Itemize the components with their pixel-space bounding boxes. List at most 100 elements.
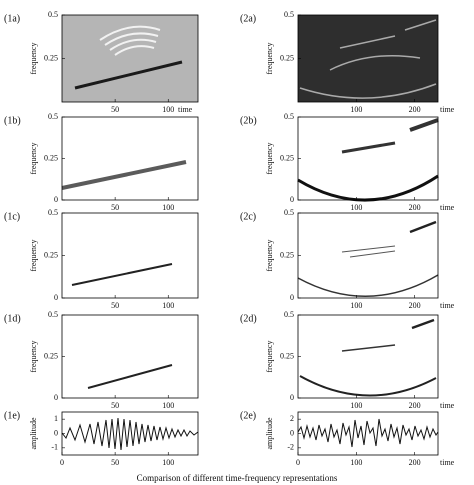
x-tick-label: 50	[111, 401, 119, 410]
x-axis-label: time	[440, 458, 455, 467]
chirp	[74, 60, 183, 90]
y-tick-label: 0.5	[284, 208, 294, 217]
y-tick-label: 0.5	[284, 112, 294, 121]
chirp	[61, 160, 187, 190]
y-tick-label: 0.5	[284, 310, 294, 319]
y-tick-label: 0.5	[48, 310, 58, 319]
y-tick-label: 0	[54, 195, 58, 204]
x-tick-label: 100	[350, 458, 362, 467]
x-tick-label: 200	[409, 401, 421, 410]
x-tick-label: 100	[350, 301, 362, 310]
y-axis-label: frequency	[29, 341, 38, 373]
y-axis-label: amplitude	[29, 417, 38, 449]
x-tick-label: 100	[350, 203, 362, 212]
waveform	[61, 417, 199, 451]
panel-label: (1e)	[4, 410, 20, 421]
components	[299, 19, 437, 99]
x-tick-label: 100	[350, 401, 362, 410]
chirp	[341, 344, 396, 352]
x-tick-label: 200	[409, 105, 421, 114]
x-tick-label: 100	[162, 301, 174, 310]
x-tick-label: 50	[111, 203, 119, 212]
panel-label: (2d)	[240, 313, 257, 324]
y-axis-label: frequency	[265, 341, 274, 373]
y-tick-label: 0	[290, 195, 294, 204]
y-tick-label: 0.25	[280, 351, 294, 360]
x-tick-label: 100	[162, 401, 174, 410]
y-tick-label: 0.25	[44, 153, 58, 162]
waveform	[297, 418, 439, 448]
x-axis-label: time	[440, 203, 455, 212]
x-tick-label: 100	[162, 458, 174, 467]
x-tick-label: 50	[111, 458, 119, 467]
sinusoid	[297, 174, 439, 202]
y-tick-label: 0.25	[44, 351, 58, 360]
y-tick-label: 0	[290, 293, 294, 302]
axes-frame	[61, 116, 199, 201]
y-tick-label: 0.25	[44, 53, 58, 62]
x-tick-label: 200	[409, 203, 421, 212]
axes-frame	[61, 212, 199, 299]
x-axis-label: time	[440, 105, 455, 114]
y-tick-label: 0.5	[284, 10, 294, 19]
caption: Comparison of different time-frequency r…	[137, 473, 338, 483]
x-tick-label: 0	[296, 458, 300, 467]
y-tick-label: 0	[290, 393, 294, 402]
y-tick-label: 0	[54, 293, 58, 302]
x-tick-label: 50	[111, 301, 119, 310]
y-tick-label: 0.5	[48, 10, 58, 19]
y-tick-label: 2	[290, 414, 294, 423]
x-axis-label: time	[178, 105, 193, 114]
chirp	[71, 263, 173, 286]
chirp	[341, 141, 396, 154]
y-tick-label: -2	[287, 443, 294, 452]
x-tick-label: 200	[409, 458, 421, 467]
x-axis-label: time	[440, 401, 455, 410]
y-tick-label: 0.5	[48, 112, 58, 121]
y-tick-label: 1	[54, 414, 58, 423]
y-axis-label: amplitude	[265, 417, 274, 449]
panel-label: (2c)	[240, 211, 256, 222]
spectrogram-bg	[298, 15, 438, 102]
panel-label: (1b)	[4, 115, 21, 126]
y-axis-label: frequency	[29, 143, 38, 175]
x-tick-label: 200	[409, 301, 421, 310]
chirp	[409, 220, 437, 234]
x-axis-label: time	[440, 301, 455, 310]
y-tick-label: 0.25	[280, 53, 294, 62]
chirp	[87, 364, 173, 389]
y-axis-label: frequency	[29, 43, 38, 75]
y-tick-label: 0.25	[280, 250, 294, 259]
chirp	[341, 245, 396, 258]
x-tick-label: 50	[111, 105, 119, 114]
y-tick-label: -1	[51, 443, 58, 452]
sinusoid	[297, 274, 439, 297]
y-tick-label: 0.25	[280, 153, 294, 162]
panel-images	[61, 15, 439, 451]
y-tick-label: 0	[290, 428, 294, 437]
y-tick-label: 0.25	[44, 250, 58, 259]
chirp	[411, 318, 435, 330]
axes-frame	[61, 314, 199, 399]
panel-label: (1c)	[4, 211, 20, 222]
y-tick-label: 0	[54, 428, 58, 437]
panel-label: (1d)	[4, 313, 21, 324]
interference	[99, 25, 161, 56]
panel-label: (2e)	[240, 410, 256, 421]
y-axis-label: frequency	[265, 43, 274, 75]
x-tick-label: 100	[162, 105, 174, 114]
y-tick-label: 0	[54, 393, 58, 402]
spectrogram-bg	[62, 15, 198, 102]
y-axis-label: frequency	[265, 143, 274, 175]
chirp	[409, 118, 439, 132]
sinusoid	[299, 375, 437, 397]
x-tick-label: 100	[162, 203, 174, 212]
y-axis-label: frequency	[29, 240, 38, 272]
panel-label: (2a)	[240, 13, 256, 24]
y-tick-label: 0.5	[48, 208, 58, 217]
panel-label: (2b)	[240, 115, 257, 126]
panel-label: (1a)	[4, 13, 20, 24]
x-tick-label: 100	[350, 105, 362, 114]
y-axis-label: frequency	[265, 240, 274, 272]
